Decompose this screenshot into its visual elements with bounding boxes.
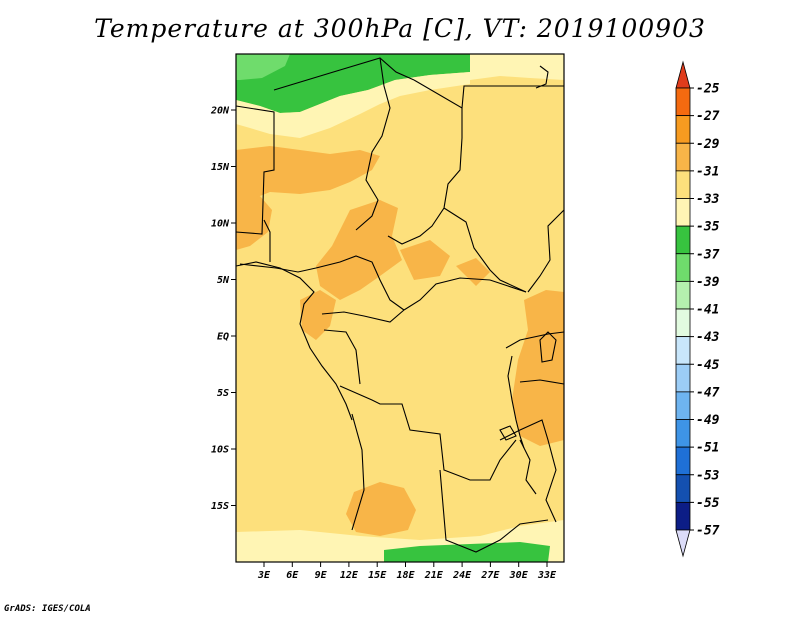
lat-tick-label: 5N [217,275,230,286]
colorbar-swatch [675,60,691,89]
colorbar-swatch [675,336,691,365]
longitude-axis: 3E 6E 9E 12E 15E 18E 21E 24E 27E 30E 33E [257,562,557,581]
lat-tick-label: 5S [217,388,229,399]
cold-region-north [236,54,470,113]
lon-tick-label: 15E [368,570,387,581]
colorbar-swatch [675,529,691,558]
colorbar-swatch [675,142,691,172]
lon-tick-label: 27E [480,570,500,581]
temperature-field [236,54,564,562]
colorbar-swatch [675,170,691,199]
colorbar-swatch [675,501,691,531]
colorbar-swatch [675,474,691,503]
colorbar-label: -31 [696,164,719,179]
colorbar-label: -25 [696,82,720,97]
lon-tick-label: 24E [452,570,472,581]
coastlines [236,65,557,495]
warm-patch-south [346,482,416,536]
colorbar-swatch [675,115,691,144]
colorbar-swatch [675,198,691,227]
warm-patch-cameroon [300,290,336,340]
colorbar-label: -39 [696,275,720,290]
colorbar-label: -51 [696,441,719,456]
colorbar-label: -41 [696,303,719,318]
colorbar-label: -37 [696,247,720,262]
colorbar-swatch [675,446,691,476]
colorbar-swatch [675,391,691,420]
warm-patch-chad [400,240,450,280]
map-title: Temperature at 300hPa [C], VT: 201910090… [94,14,706,43]
colorbar-label: -33 [696,192,720,207]
colorbar-label: -49 [696,413,720,428]
lat-tick-label: 15S [211,501,229,512]
colorbar: -25 -27 -29 -31 -33 -35 -37 -39 -41 -43 -45 -47 -49 -… [675,60,720,558]
lon-tick-label: 30E [509,570,529,581]
lat-tick-label: 10N [211,219,230,230]
pale-band-north [236,72,470,138]
lat-tick-label: 10S [211,445,229,456]
lon-tick-label: 3E [257,570,271,581]
colorbar-swatch [675,363,691,393]
colorbar-swatch [675,87,691,117]
colorbar-label: -55 [696,496,720,511]
colorbar-swatch [675,308,691,338]
lat-tick-label: EQ [217,332,229,343]
colorbar-label: -35 [696,220,720,235]
country-borders [236,57,564,553]
lat-tick-label: 15N [211,162,230,173]
colorbar-label: -57 [696,524,720,539]
map-frame [235,53,565,563]
warm-patch-sahel [236,146,380,205]
colorbar-label: -53 [696,468,720,483]
pale-band-northeast [470,54,564,80]
lat-tick-label: 20N [210,106,230,117]
lon-tick-label: 21E [424,570,444,581]
colorbar-label: -27 [696,109,720,124]
colorbar-label: -29 [696,137,720,152]
lon-tick-label: 18E [396,570,415,581]
latitude-axis: 20N 15N 10N 5N EQ 5S 10S 15S [210,106,236,512]
colorbar-swatch [675,253,691,282]
colorbar-swatch [675,280,691,310]
colorbar-swatch [675,225,691,255]
lon-tick-label: 12E [340,570,359,581]
cold-region-south [384,542,550,562]
warm-patch-central [316,200,402,300]
colorbar-label: -45 [696,358,720,373]
colorbar-swatch [675,419,691,448]
colorbar-label: -43 [696,330,720,345]
lon-tick-label: 6E [286,570,299,581]
colorbar-label: -47 [696,385,720,400]
cold-region-northwest [236,54,290,80]
lon-tick-label: 9E [315,570,328,581]
grads-credit: GrADS: IGES/COLA [4,604,91,614]
warm-patch-east [512,290,564,446]
lon-tick-label: 33E [537,570,557,581]
